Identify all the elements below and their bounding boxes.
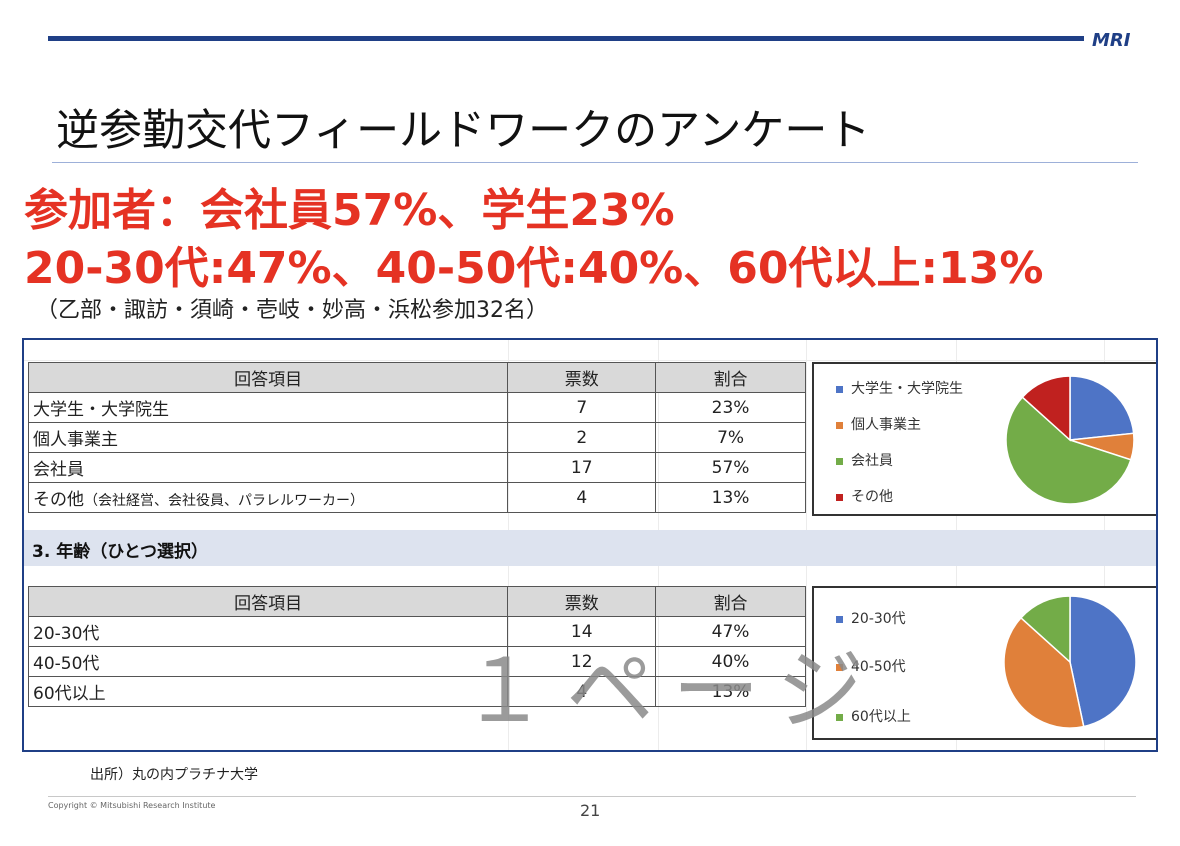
table-row: 大学生・大学院生 7 23% xyxy=(27,392,806,423)
occupation-pie xyxy=(1005,375,1135,505)
pie-slice-2 xyxy=(1003,616,1085,729)
footer-rule xyxy=(48,796,1136,797)
section-age-header: 3. 年齢（ひとつ選択） xyxy=(24,530,1156,566)
source-note: 出所）丸の内プラチナ大学 xyxy=(90,767,258,783)
slide-title: 逆参勤交代フィールドワークのアンケート xyxy=(56,106,871,156)
legend-label: 40-50代 xyxy=(851,659,906,675)
header-item: 回答項目 xyxy=(27,362,509,393)
age-chart: 20-30代 40-50代 60代以上 xyxy=(812,586,1156,740)
row-count: 2 xyxy=(507,422,657,453)
participants-note: （乙部・諏訪・須崎・壱岐・妙高・浜松参加32名） xyxy=(36,298,548,323)
pie-slice-4 xyxy=(1021,375,1071,442)
section-title: 3. 年齢（ひとつ選択） xyxy=(32,542,209,562)
occupation-chart: 大学生・大学院生 個人事業主 会社員 その他 xyxy=(812,362,1156,516)
pie-slice-1 xyxy=(1069,375,1135,441)
legend-item: 個人事業主 xyxy=(836,414,921,434)
header-item: 回答項目 xyxy=(27,586,509,617)
row-label: 20-30代 xyxy=(27,616,509,647)
headline-participants: 参加者：会社員57%、学生23% xyxy=(24,185,675,236)
page-number: 21 xyxy=(580,801,601,820)
title-divider xyxy=(52,162,1138,163)
legend-item: 40-50代 xyxy=(836,656,906,676)
top-rule xyxy=(48,36,1084,41)
legend-swatch xyxy=(836,663,843,671)
legend-item: 会社員 xyxy=(836,450,893,470)
row-note: （会社経営、会社役員、パラレルワーカー） xyxy=(84,493,364,509)
legend-item: 60代以上 xyxy=(836,706,911,726)
row-count: 4 xyxy=(507,676,657,707)
row-label: その他 xyxy=(33,490,84,510)
mri-logo: MRI xyxy=(1092,30,1131,51)
row-count: 17 xyxy=(507,452,657,483)
legend-swatch xyxy=(836,493,843,501)
pie-slice-3 xyxy=(1019,595,1071,664)
grid-line xyxy=(24,360,1156,361)
row-ratio: 40% xyxy=(655,646,806,677)
headline-ages: 20-30代:47%、40-50代:40%、60代以上:13% xyxy=(24,243,1044,294)
legend-swatch xyxy=(836,457,843,465)
legend-label: 60代以上 xyxy=(851,709,911,725)
row-label: 会社員 xyxy=(27,452,509,483)
legend-label: 大学生・大学院生 xyxy=(851,381,963,397)
row-label: 個人事業主 xyxy=(27,422,509,453)
legend-label: 20-30代 xyxy=(851,611,906,627)
legend-label: その他 xyxy=(851,489,893,505)
header-ratio: 割合 xyxy=(655,362,806,393)
row-label-cell: その他（会社経営、会社役員、パラレルワーカー） xyxy=(27,482,509,513)
row-ratio: 13% xyxy=(655,482,806,513)
table-row: 20-30代 14 47% xyxy=(27,616,806,647)
header-ratio: 割合 xyxy=(655,586,806,617)
row-ratio: 23% xyxy=(655,392,806,423)
header-count: 票数 xyxy=(507,362,657,393)
row-count: 4 xyxy=(507,482,657,513)
table-row: 40-50代 12 40% xyxy=(27,646,806,677)
table-row: 60代以上 4 13% xyxy=(27,676,806,707)
row-ratio: 7% xyxy=(655,422,806,453)
age-table: 回答項目 票数 割合 20-30代 14 47% 40-50代 12 40% 6… xyxy=(27,586,806,707)
spreadsheet-screenshot: 回答項目 票数 割合 大学生・大学院生 7 23% 個人事業主 2 7% 会社員… xyxy=(22,338,1158,752)
legend-item: その他 xyxy=(836,486,893,506)
legend-label: 個人事業主 xyxy=(851,417,921,433)
table-row: 個人事業主 2 7% xyxy=(27,422,806,453)
table-header-row: 回答項目 票数 割合 xyxy=(27,362,806,393)
legend-swatch xyxy=(836,385,843,393)
header-count: 票数 xyxy=(507,586,657,617)
legend-swatch xyxy=(836,615,843,623)
row-label: 60代以上 xyxy=(27,676,509,707)
row-ratio: 57% xyxy=(655,452,806,483)
table-header-row: 回答項目 票数 割合 xyxy=(27,586,806,617)
legend-swatch xyxy=(836,713,843,721)
pie-slice-1 xyxy=(1069,595,1137,728)
row-count: 12 xyxy=(507,646,657,677)
page-watermark: １ページ xyxy=(460,639,883,742)
occupation-table: 回答項目 票数 割合 大学生・大学院生 7 23% 個人事業主 2 7% 会社員… xyxy=(27,362,806,513)
pie-slice-3 xyxy=(1005,396,1132,505)
row-count: 7 xyxy=(507,392,657,423)
table-row: 会社員 17 57% xyxy=(27,452,806,483)
row-count: 14 xyxy=(507,616,657,647)
legend-swatch xyxy=(836,421,843,429)
row-label: 40-50代 xyxy=(27,646,509,677)
row-label: 大学生・大学院生 xyxy=(27,392,509,423)
legend-item: 大学生・大学院生 xyxy=(836,378,963,398)
age-pie xyxy=(1003,595,1137,729)
copyright: Copyright © Mitsubishi Research Institut… xyxy=(48,801,216,810)
table-row: その他（会社経営、会社役員、パラレルワーカー） 4 13% xyxy=(27,482,806,513)
legend-label: 会社員 xyxy=(851,453,893,469)
row-ratio: 13% xyxy=(655,676,806,707)
legend-item: 20-30代 xyxy=(836,608,906,628)
